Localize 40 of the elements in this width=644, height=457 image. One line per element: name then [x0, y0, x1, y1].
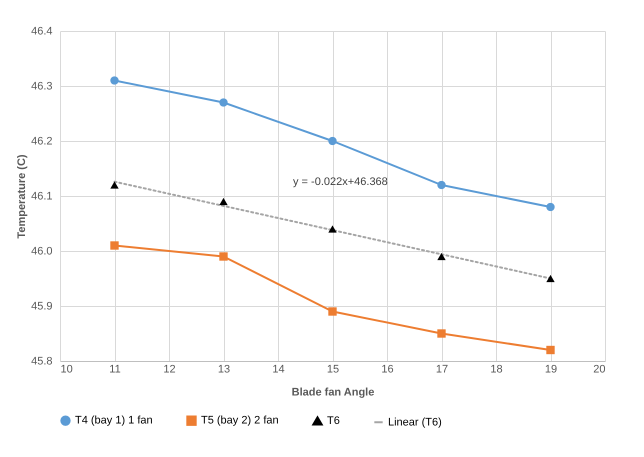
x-tick-label: 18 [490, 364, 503, 376]
point [110, 181, 119, 189]
legend-label: T5 (bay 2) 2 fan [201, 414, 279, 427]
point [437, 180, 446, 190]
x-tick-label: 17 [436, 364, 448, 376]
point [219, 252, 228, 261]
annotation: y = -0.022x+46.368 [293, 176, 388, 188]
point [328, 307, 337, 316]
y-tick-label: 46.3 [31, 80, 52, 92]
legend-label: T6 [327, 414, 340, 427]
point [546, 346, 555, 354]
y-tick-label: 45.9 [31, 300, 52, 312]
legend-label: Linear (T6) [388, 416, 442, 428]
legend-label: T4 (bay 1) 1 fan [75, 414, 153, 427]
y-tick-label: 46.2 [31, 136, 52, 148]
x-tick-label: 12 [163, 364, 176, 376]
point [328, 136, 337, 146]
point [546, 274, 555, 282]
x-tick-label: 15 [326, 364, 340, 376]
point [328, 225, 337, 233]
x-axis-title: Blade fan Angle [292, 386, 374, 398]
x-tick-label: 10 [60, 364, 73, 376]
point [219, 198, 228, 206]
x-tick-label: 11 [109, 364, 121, 376]
y-tick-label: 45.8 [31, 356, 52, 368]
y-axis-title: Temperature (C) [16, 154, 28, 239]
x-tick-label: 19 [544, 364, 558, 376]
point [110, 241, 119, 250]
x-tick-label: 14 [272, 364, 285, 376]
point [437, 329, 446, 338]
point [546, 202, 555, 212]
point [219, 98, 228, 107]
point [437, 252, 446, 260]
y-tick-label: 46.1 [31, 190, 52, 202]
y-tick-label: 46.0 [31, 246, 52, 258]
x-tick-label: 20 [593, 364, 606, 376]
x-tick-label: 16 [381, 364, 394, 376]
y-tick-label: 46.4 [31, 26, 52, 38]
x-tick-label: 13 [218, 364, 230, 376]
point [110, 76, 119, 85]
